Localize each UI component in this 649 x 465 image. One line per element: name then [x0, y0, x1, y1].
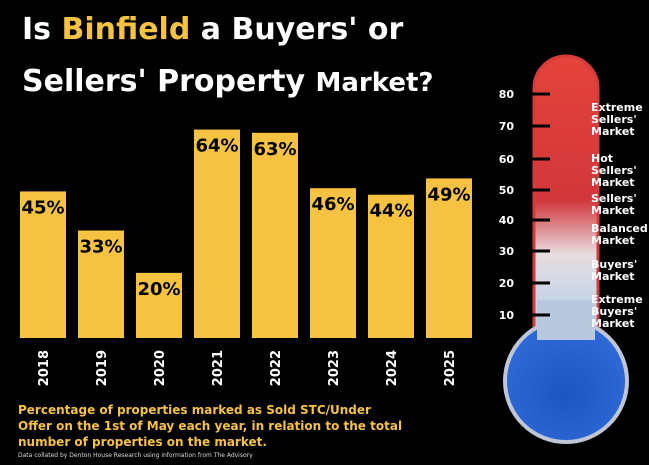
thermo-zone-label: Market — [591, 204, 635, 217]
thermo-zone-label: Sellers' — [591, 113, 637, 126]
bar-2025 — [426, 178, 472, 338]
title-text-2: a Buyers' or — [190, 12, 404, 47]
thermo-tick-label-40: 40 — [499, 214, 515, 227]
x-tick-label-2020: 2020 — [153, 350, 168, 386]
thermometer-neck — [537, 300, 595, 340]
bar-label-2022: 63% — [253, 139, 296, 160]
bar-label-2024: 44% — [369, 201, 412, 222]
title-text: Is — [22, 12, 62, 47]
bar-2018 — [20, 191, 66, 338]
thermo-tick-label-70: 70 — [499, 120, 515, 133]
x-tick-label-2025: 2025 — [443, 350, 458, 386]
bar-2021 — [194, 129, 240, 338]
bar-label-2021: 64% — [195, 136, 238, 157]
thermometer-scale: 8070605040302010ExtremeSellers'MarketHot… — [499, 88, 648, 330]
thermo-zone-label: Sellers' — [591, 192, 637, 205]
title-text-4: Market? — [315, 68, 434, 98]
bar-2023 — [310, 188, 356, 338]
source-note: Data collated by Denton House Research u… — [18, 452, 253, 459]
title-line-1: Is Binfield a Buyers' or — [22, 12, 403, 48]
bar-label-2025: 49% — [427, 184, 470, 205]
bar-label-2020: 20% — [137, 279, 180, 300]
thermo-tick-label-10: 10 — [499, 309, 515, 322]
bar-label-2018: 45% — [21, 197, 64, 218]
thermo-zone-label: Buyers' — [591, 258, 637, 271]
thermometer — [503, 54, 629, 444]
thermo-tick-label-60: 60 — [499, 153, 515, 166]
thermo-zone-label: Market — [591, 234, 635, 247]
bars-group: 45% 2018 33% 2019 20% 2020 64% 2021 63% 2022 46% 20… — [20, 129, 472, 386]
x-tick-label-2018: 2018 — [37, 350, 52, 386]
bar-label-2019: 33% — [79, 237, 122, 258]
thermo-zone-label: Balanced — [591, 222, 648, 235]
thermo-tick-label-30: 30 — [499, 245, 515, 258]
title-line-2: Sellers' Property Market? — [22, 64, 433, 101]
thermo-zone-label: Hot — [591, 152, 613, 165]
thermo-tick-label-80: 80 — [499, 88, 515, 101]
x-tick-label-2023: 2023 — [327, 350, 342, 386]
bar-2024 — [368, 194, 414, 338]
bar-2019 — [78, 230, 124, 338]
thermo-zone-label: Market — [591, 317, 635, 330]
thermo-tick-label-50: 50 — [499, 184, 515, 197]
x-tick-label-2022: 2022 — [269, 350, 284, 386]
title-text-3: Sellers' Property — [22, 64, 316, 99]
thermo-zone-label: Market — [591, 125, 635, 138]
bar-2020 — [136, 272, 182, 338]
bar-2022 — [252, 132, 298, 338]
thermo-zone-label: Market — [591, 270, 635, 283]
bar-label-2023: 46% — [311, 194, 354, 215]
title-location: Binfield — [61, 12, 191, 47]
thermo-zone-label: Sellers' — [591, 164, 637, 177]
chart-caption: Percentage of properties marked as Sold … — [18, 403, 403, 449]
thermo-zone-label: Extreme — [591, 293, 643, 306]
x-tick-label-2021: 2021 — [211, 350, 226, 386]
thermo-tick-label-20: 20 — [499, 277, 515, 290]
x-tick-label-2019: 2019 — [95, 350, 110, 386]
x-tick-label-2024: 2024 — [385, 350, 400, 386]
thermo-zone-label: Extreme — [591, 101, 643, 114]
thermo-zone-label: Buyers' — [591, 305, 637, 318]
thermo-zone-label: Market — [591, 176, 635, 189]
